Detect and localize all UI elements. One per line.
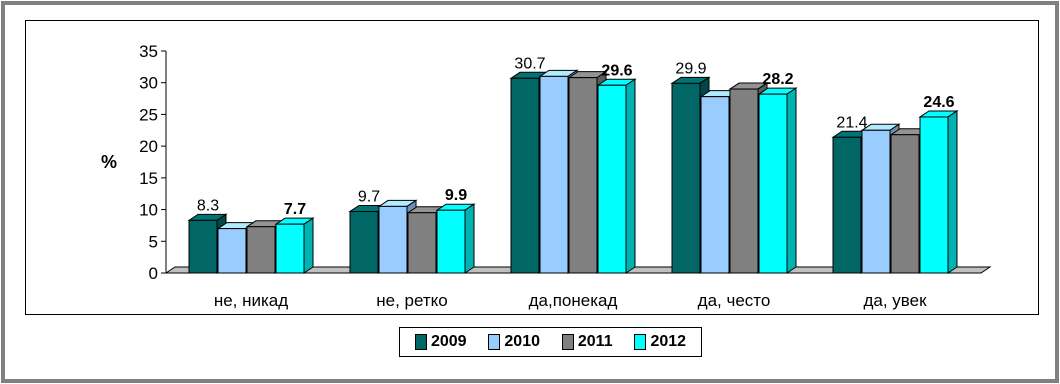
bar-chart: 0 5 10 15 20 25 30 35% не, никад не, ретко да,поне…	[101, 42, 992, 310]
y-axis-label: %	[101, 152, 117, 172]
data-label: 9.9	[445, 187, 467, 204]
legend-label: 2011	[577, 333, 613, 350]
data-label: 29.9	[675, 60, 706, 77]
legend-label: 2009	[430, 333, 467, 350]
y-tick-label: 5	[149, 232, 158, 251]
bar	[274, 217, 315, 274]
legend-swatch	[634, 334, 647, 350]
bar	[918, 110, 959, 274]
y-tick-label: 0	[149, 264, 158, 283]
legend-item: 2009	[414, 333, 467, 351]
legend-swatch	[561, 334, 574, 350]
legend-label: 2010	[504, 333, 540, 350]
chart-area: 0 5 10 15 20 25 30 35% не, никад не, ретко да,поне…	[25, 20, 1039, 315]
legend-item: 2011	[561, 333, 613, 351]
data-label: 24.6	[923, 94, 954, 111]
legend: 2009 2010 2011 2012	[399, 327, 702, 357]
legend-item: 2010	[488, 333, 540, 351]
legend-item: 2012	[634, 333, 686, 351]
y-tick-label: 30	[139, 74, 158, 93]
x-tick-label: да, често	[698, 291, 771, 310]
x-tick-label: да,понекад	[529, 291, 618, 310]
x-tick-label: не, никад	[214, 291, 288, 310]
y-tick-label: 35	[139, 42, 158, 61]
data-label: 9.7	[358, 188, 380, 205]
bar	[596, 78, 637, 274]
bar	[757, 87, 798, 274]
y-tick-label: 20	[139, 137, 158, 156]
x-tick-label: не, ретко	[376, 291, 448, 310]
legend-label: 2012	[650, 333, 687, 350]
data-label: 21.4	[836, 114, 867, 131]
data-label: 30.7	[514, 55, 545, 72]
data-label: 28.2	[762, 71, 793, 88]
y-tick-label: 10	[139, 201, 158, 220]
data-label: 8.3	[197, 197, 219, 214]
data-label: 7.7	[284, 201, 306, 218]
bar	[435, 203, 476, 274]
y-tick-label: 15	[139, 169, 158, 188]
x-tick-label: да, увек	[863, 291, 927, 310]
data-label: 29.6	[601, 62, 632, 79]
y-tick-label: 25	[139, 105, 158, 124]
legend-swatch	[414, 334, 427, 350]
legend-swatch	[488, 334, 501, 350]
